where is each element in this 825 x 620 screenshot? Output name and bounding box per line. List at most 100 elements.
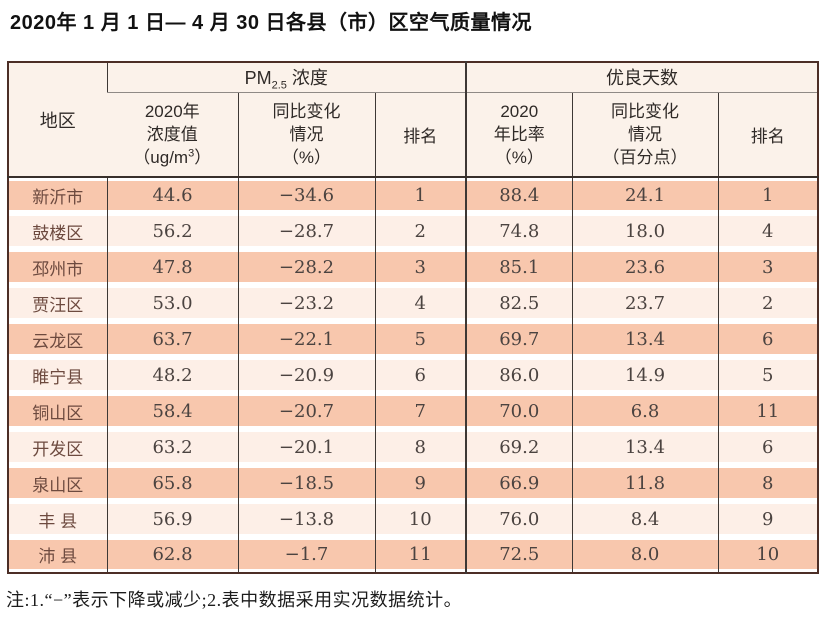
table-row: 云龙区 63.7 −22.1 5 69.7 13.4 6 (8, 321, 819, 357)
cell-pm-change: −28.2 (237, 249, 375, 285)
pm25-label-subscript: 2.5 (271, 79, 287, 92)
cell-pm-value: 56.9 (106, 501, 238, 537)
cell-pm-change: −22.1 (237, 321, 375, 357)
cell-pm-rank: 3 (374, 249, 467, 285)
cell-pm-change: −34.6 (237, 177, 375, 213)
cell-region: 贾汪区 (8, 285, 107, 321)
cell-pm-rank: 4 (374, 285, 467, 321)
pm-value-line2: 浓度值 (146, 124, 198, 144)
cell-region: 泉山区 (8, 465, 107, 501)
air-quality-table: 地区 PM2.5 浓度 优良天数 2020年 浓度值 （ug/m3） 同比变化 … (7, 61, 820, 574)
cell-pm-value: 44.6 (106, 177, 238, 213)
cell-good-rate: 70.0 (465, 393, 573, 429)
cell-good-rate: 86.0 (465, 357, 573, 393)
cell-good-rank: 6 (717, 429, 819, 465)
cell-good-change: 6.8 (571, 393, 719, 429)
cell-pm-rank: 2 (374, 213, 467, 249)
footnote: 注:1.“−”表示下降或减少;2.表中数据采用实况数据统计。 (6, 590, 463, 610)
cell-good-change: 8.0 (571, 537, 719, 573)
table-row: 贾汪区 53.0 −23.2 4 82.5 23.7 2 (8, 285, 819, 321)
cell-pm-rank: 7 (374, 393, 467, 429)
page-title: 2020年 1 月 1 日— 4 月 30 日各县（市）区空气质量情况 (10, 12, 533, 34)
pm-value-unit-close: ） (194, 147, 212, 167)
cell-good-change: 14.9 (571, 357, 719, 393)
cell-good-rate: 85.1 (465, 249, 573, 285)
pm-value-line1: 2020年 (144, 101, 200, 121)
good-change-line2: 情况 (628, 124, 663, 144)
table-row: 新沂市 44.6 −34.6 1 88.4 24.1 1 (8, 177, 819, 213)
table-row: 丰 县 56.9 −13.8 10 76.0 8.4 9 (8, 501, 819, 537)
col-header-region: 地区 (8, 62, 107, 178)
cell-good-rate: 82.5 (465, 285, 573, 321)
pm-change-line1: 同比变化 (272, 101, 341, 121)
cell-good-change: 13.4 (571, 321, 719, 357)
cell-region: 丰 县 (8, 501, 107, 537)
table-header: 地区 PM2.5 浓度 优良天数 2020年 浓度值 （ug/m3） 同比变化 … (8, 62, 819, 178)
cell-pm-change: −20.9 (237, 357, 375, 393)
cell-good-rank: 9 (717, 501, 819, 537)
cell-pm-rank: 1 (374, 177, 467, 213)
cell-region: 沛 县 (8, 537, 107, 573)
header-group-row: 地区 PM2.5 浓度 优良天数 (8, 62, 819, 178)
cell-region: 新沂市 (8, 177, 107, 213)
table-row: 沛 县 62.8 −1.7 11 72.5 8.0 10 (8, 537, 819, 573)
cell-good-rank: 8 (717, 465, 819, 501)
table-body: 新沂市 44.6 −34.6 1 88.4 24.1 1 鼓楼区 56.2 −28.7 2 74.8 1… (8, 177, 819, 573)
cell-good-rate: 66.9 (465, 465, 573, 501)
cell-pm-rank: 9 (374, 465, 467, 501)
col-group-good-days: 优良天数 (465, 62, 819, 93)
cell-good-rank: 4 (717, 213, 819, 249)
cell-pm-value: 56.2 (106, 213, 238, 249)
cell-pm-value: 48.2 (106, 357, 238, 393)
cell-good-rate: 69.7 (465, 321, 573, 357)
pm-value-unit-exponent: 3 (188, 147, 195, 160)
cell-good-rate: 88.4 (465, 177, 573, 213)
col-group-pm25: PM2.5 浓度 (106, 62, 467, 93)
cell-good-rank: 3 (717, 249, 819, 285)
cell-good-change: 24.1 (571, 177, 719, 213)
cell-pm-value: 65.8 (106, 465, 238, 501)
table-row: 泉山区 65.8 −18.5 9 66.9 11.8 8 (8, 465, 819, 501)
col-header-good-rank: 排名 (717, 92, 819, 178)
cell-good-rate: 72.5 (465, 537, 573, 573)
good-rate-line1: 2020 (500, 101, 539, 121)
pm-value-unit-open: （ug/m (133, 147, 189, 167)
col-header-good-rate: 2020 年比率 （%） (465, 92, 573, 178)
cell-good-change: 8.4 (571, 501, 719, 537)
cell-good-rank: 2 (717, 285, 819, 321)
cell-pm-rank: 5 (374, 321, 467, 357)
cell-pm-change: −20.7 (237, 393, 375, 429)
cell-pm-value: 47.8 (106, 249, 238, 285)
pm-change-unit: （%） (281, 147, 332, 167)
good-change-unit: （百分点） (602, 147, 688, 167)
cell-pm-change: −28.7 (237, 213, 375, 249)
cell-good-rate: 76.0 (465, 501, 573, 537)
pm25-label-suffix: 浓度 (286, 68, 328, 89)
table-row: 邳州市 47.8 −28.2 3 85.1 23.6 3 (8, 249, 819, 285)
cell-pm-rank: 11 (374, 537, 467, 573)
cell-pm-value: 53.0 (106, 285, 238, 321)
cell-good-change: 23.6 (571, 249, 719, 285)
cell-good-change: 23.7 (571, 285, 719, 321)
cell-pm-value: 58.4 (106, 393, 238, 429)
cell-region: 开发区 (8, 429, 107, 465)
cell-good-change: 11.8 (571, 465, 719, 501)
cell-region: 邳州市 (8, 249, 107, 285)
col-header-good-change: 同比变化 情况 （百分点） (571, 92, 719, 178)
col-header-pm-rank: 排名 (374, 92, 467, 178)
cell-pm-change: −23.2 (237, 285, 375, 321)
cell-region: 鼓楼区 (8, 213, 107, 249)
good-rate-unit: （%） (494, 147, 544, 167)
good-change-line1: 同比变化 (611, 101, 680, 121)
table-row: 鼓楼区 56.2 −28.7 2 74.8 18.0 4 (8, 213, 819, 249)
cell-pm-value: 63.2 (106, 429, 238, 465)
col-header-pm-value: 2020年 浓度值 （ug/m3） (107, 92, 238, 178)
cell-pm-change: −1.7 (237, 537, 375, 573)
cell-region: 睢宁县 (8, 357, 107, 393)
cell-good-rate: 74.8 (465, 213, 573, 249)
cell-good-rate: 69.2 (465, 429, 573, 465)
cell-pm-value: 62.8 (106, 537, 238, 573)
good-rate-line2: 年比率 (493, 124, 545, 144)
cell-good-change: 18.0 (571, 213, 719, 249)
table-row: 铜山区 58.4 −20.7 7 70.0 6.8 11 (8, 393, 819, 429)
